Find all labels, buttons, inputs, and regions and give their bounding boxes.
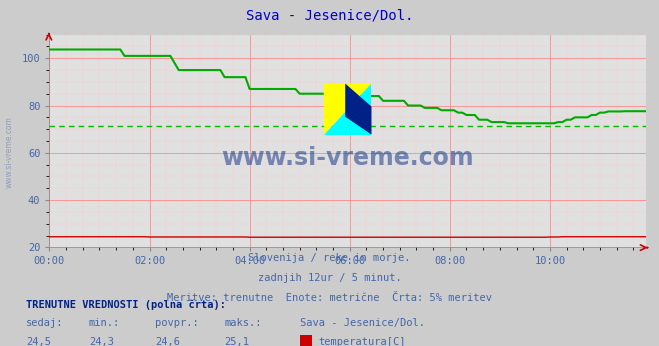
- Text: 24,5: 24,5: [26, 337, 51, 346]
- Text: Sava - Jesenice/Dol.: Sava - Jesenice/Dol.: [246, 9, 413, 22]
- Text: Slovenija / reke in morje.: Slovenija / reke in morje.: [248, 253, 411, 263]
- Polygon shape: [324, 83, 372, 135]
- Text: 25,1: 25,1: [224, 337, 249, 346]
- Polygon shape: [324, 83, 372, 135]
- Text: min.:: min.:: [89, 318, 120, 328]
- Text: Sava - Jesenice/Dol.: Sava - Jesenice/Dol.: [300, 318, 425, 328]
- Text: www.si-vreme.com: www.si-vreme.com: [221, 146, 474, 170]
- Text: 24,3: 24,3: [89, 337, 114, 346]
- Text: maks.:: maks.:: [224, 318, 262, 328]
- Text: 24,6: 24,6: [155, 337, 180, 346]
- Text: zadnjih 12ur / 5 minut.: zadnjih 12ur / 5 minut.: [258, 273, 401, 283]
- Text: sedaj:: sedaj:: [26, 318, 64, 328]
- Text: TRENUTNE VREDNOSTI (polna črta):: TRENUTNE VREDNOSTI (polna črta):: [26, 299, 226, 310]
- Text: www.si-vreme.com: www.si-vreme.com: [5, 116, 14, 188]
- Text: Meritve: trenutne  Enote: metrične  Črta: 5% meritev: Meritve: trenutne Enote: metrične Črta: …: [167, 293, 492, 303]
- Text: temperatura[C]: temperatura[C]: [318, 337, 406, 346]
- Text: povpr.:: povpr.:: [155, 318, 198, 328]
- Polygon shape: [345, 83, 372, 135]
